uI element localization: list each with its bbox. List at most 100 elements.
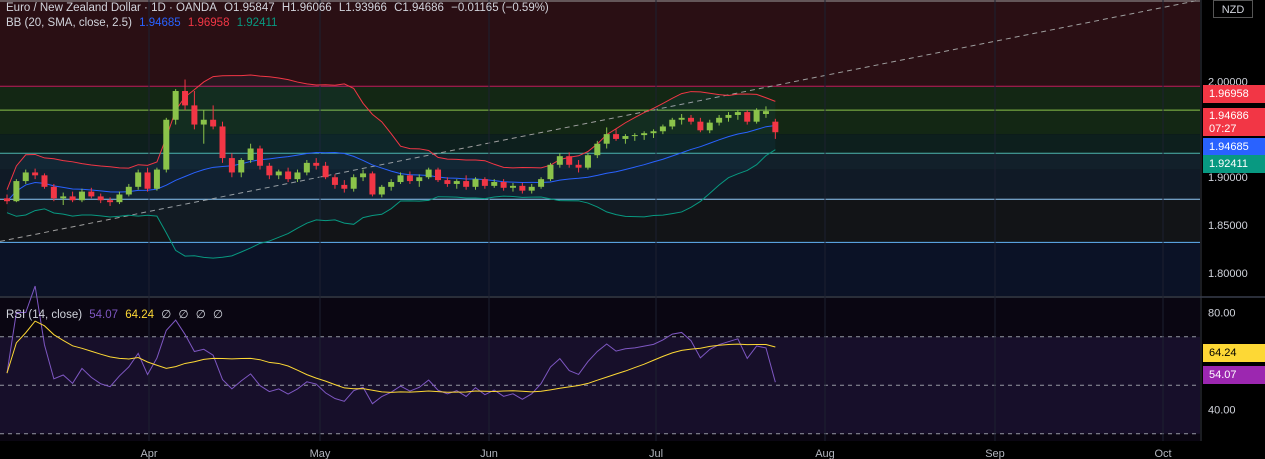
candle-body: [116, 194, 123, 203]
candle-body: [22, 172, 29, 182]
candle: [378, 184, 385, 198]
candle-body: [163, 119, 170, 170]
candle-body: [172, 91, 179, 120]
bb-lower-line: [6, 149, 776, 259]
candle-body: [97, 196, 104, 201]
candle-body: [650, 131, 657, 134]
candle-body: [4, 198, 10, 202]
candle: [266, 162, 273, 180]
rsi-z2: ∅: [195, 309, 206, 321]
candle: [78, 188, 85, 203]
candle-body: [509, 185, 516, 188]
candle-body: [256, 148, 263, 166]
candle-body: [772, 121, 779, 133]
zone-band-6: [0, 242, 1200, 297]
candle: [191, 91, 198, 130]
candle-body: [69, 196, 76, 201]
candle: [613, 129, 620, 141]
candle-body: [107, 200, 114, 203]
candle: [556, 153, 563, 168]
zone-band-3: [0, 153, 1200, 170]
candle-countdown: 07:27: [1209, 123, 1237, 135]
candle-body: [444, 180, 451, 184]
candle: [659, 124, 666, 135]
candle-body: [716, 117, 723, 123]
bb-legend: BB (20, SMA, close, 2.5) 1.94685 1.96958…: [6, 17, 281, 29]
candle: [641, 131, 648, 140]
bb-upper-price-label: 1.96958: [1203, 85, 1265, 103]
bb-upper-line: [6, 74, 776, 190]
candle-body: [303, 162, 310, 173]
close-price-label: 1.94686 07:27: [1203, 108, 1265, 136]
rsi-ma-line: [6, 320, 776, 393]
bollinger-bands: [6, 74, 776, 259]
rsi-tick: 80.00: [1208, 308, 1236, 320]
candle-body: [584, 155, 591, 168]
candle: [678, 114, 685, 125]
candle: [69, 191, 76, 203]
bb-basis-line: [6, 125, 776, 202]
candle: [519, 182, 526, 194]
candle-body: [622, 136, 629, 139]
candle-body: [50, 186, 57, 199]
candle: [303, 159, 310, 176]
rsi-legend: RSI (14, close) 54.07 64.24 ∅ ∅ ∅ ∅: [6, 307, 227, 321]
candle: [566, 152, 573, 168]
candle: [734, 110, 741, 120]
candle: [144, 167, 151, 192]
candle: [697, 117, 704, 133]
candle: [575, 159, 582, 173]
candle: [88, 187, 95, 199]
candle-body: [603, 134, 610, 144]
candle-body: [753, 110, 760, 122]
ohlc-low: L1.93966: [338, 2, 387, 14]
candle-body: [706, 122, 713, 131]
rsi-ma-label: 64.24: [1203, 344, 1265, 362]
candle: [603, 127, 610, 149]
candle: [425, 167, 432, 180]
candle-body: [341, 184, 348, 189]
candle-body: [435, 169, 442, 181]
trend-line: [0, 0, 1201, 242]
candle: [22, 169, 29, 184]
candle: [688, 114, 695, 125]
candle: [762, 106, 769, 118]
candle: [13, 179, 20, 203]
rsi-z0: ∅: [161, 309, 172, 321]
rsi-ma-value: 64.24: [125, 309, 155, 321]
candle: [41, 173, 48, 189]
zone-band-0: [0, 0, 1200, 87]
candle-body: [388, 182, 395, 187]
candle: [491, 179, 498, 188]
candle: [322, 161, 329, 180]
candle-body: [631, 135, 638, 137]
candle: [153, 167, 160, 191]
candle: [107, 197, 114, 206]
candle: [247, 143, 254, 163]
close-price-value: 1.94686: [1209, 110, 1249, 122]
rsi-label[interactable]: RSI (14, close): [6, 309, 83, 321]
candle: [97, 193, 104, 204]
currency-label[interactable]: NZD: [1213, 0, 1253, 18]
symbol-title[interactable]: Euro / New Zealand Dollar · 1D · OANDA: [6, 2, 217, 14]
bb-label[interactable]: BB (20, SMA, close, 2.5): [6, 17, 132, 29]
candle: [256, 145, 263, 170]
candle: [444, 177, 451, 187]
candle: [416, 174, 423, 187]
candle-body: [575, 164, 582, 168]
candle: [584, 153, 591, 170]
candle: [388, 179, 395, 191]
candle-body: [613, 134, 620, 139]
candle-body: [294, 172, 301, 180]
candle: [360, 169, 367, 182]
candle: [594, 140, 601, 159]
candle-body: [481, 179, 488, 186]
candle: [669, 117, 676, 130]
candle-body: [60, 196, 67, 199]
candle-body: [641, 133, 648, 136]
candle-body: [659, 126, 666, 132]
candle: [528, 183, 535, 194]
candles: [4, 79, 779, 206]
ohlc-change: −0.01165 (−0.59%): [451, 2, 549, 14]
